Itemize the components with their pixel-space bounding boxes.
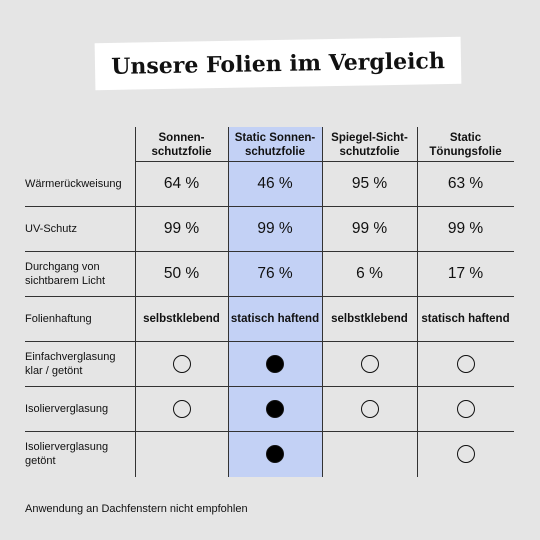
empty-circle-icon bbox=[456, 355, 475, 373]
table-cell: 76 % bbox=[228, 252, 322, 296]
row-label: Folienhaftung bbox=[25, 313, 92, 325]
filled-circle-icon bbox=[266, 400, 284, 418]
table-cell: 46 % bbox=[228, 162, 322, 206]
cell-value: statisch haftend bbox=[230, 313, 320, 325]
row-label: Wärmerückweisung bbox=[25, 178, 122, 190]
empty-cell bbox=[135, 432, 228, 476]
filled-circle-icon bbox=[266, 355, 284, 373]
cell-value: selbstklebend bbox=[331, 313, 408, 325]
table-cell: 99 % bbox=[135, 207, 228, 251]
footnote: Anwendung an Dachfenstern nicht empfohle… bbox=[25, 503, 248, 515]
cell-value: 99 % bbox=[351, 220, 388, 237]
row-divider bbox=[25, 296, 514, 297]
column-header: Static Tönungsfolie bbox=[429, 131, 502, 158]
empty-circle-icon bbox=[360, 400, 379, 418]
table-cell bbox=[322, 342, 417, 386]
cell-value: 99 % bbox=[163, 220, 200, 237]
table-cell: 99 % bbox=[322, 207, 417, 251]
table-cell: selbstklebend bbox=[135, 297, 228, 341]
column-divider bbox=[322, 127, 323, 477]
row-label: Isolierverglasung bbox=[25, 403, 109, 415]
table-cell: 50 % bbox=[135, 252, 228, 296]
cell-value: 95 % bbox=[351, 175, 388, 192]
table-cell bbox=[135, 342, 228, 386]
empty-circle-icon bbox=[456, 445, 475, 463]
table-cell: 63 % bbox=[417, 162, 514, 206]
row-divider bbox=[25, 206, 514, 207]
row-divider bbox=[25, 386, 514, 387]
cell-value: statisch haftend bbox=[421, 313, 510, 325]
row-divider bbox=[25, 431, 514, 432]
empty-circle-icon bbox=[172, 400, 191, 418]
column-divider bbox=[135, 127, 136, 477]
cell-value: 6 % bbox=[356, 265, 383, 282]
table-cell: 99 % bbox=[228, 207, 322, 251]
table-cell: statisch haftend bbox=[417, 297, 514, 341]
cell-value: 63 % bbox=[447, 175, 484, 192]
table-cell bbox=[228, 342, 322, 386]
row-label: Isolierverglasung getönt bbox=[25, 441, 109, 467]
table-cell: 95 % bbox=[322, 162, 417, 206]
highlight-column bbox=[228, 127, 323, 477]
empty-cell bbox=[322, 432, 417, 476]
table-cell bbox=[228, 387, 322, 431]
row-label: Einfachverglasung klar / getönt bbox=[25, 351, 116, 377]
title-banner: Unsere Folien im Vergleich bbox=[94, 36, 462, 91]
table-cell bbox=[135, 387, 228, 431]
cell-value: 46 % bbox=[257, 175, 293, 192]
empty-circle-icon bbox=[456, 400, 475, 418]
column-header: Spiegel-Sicht-schutzfolie bbox=[331, 131, 408, 158]
filled-circle-icon bbox=[266, 445, 284, 463]
row-divider bbox=[25, 251, 514, 252]
table-cell: selbstklebend bbox=[322, 297, 417, 341]
column-divider bbox=[417, 127, 418, 477]
empty-circle-icon bbox=[172, 355, 191, 373]
empty-circle-icon bbox=[360, 355, 379, 373]
page-title: Unsere Folien im Vergleich bbox=[110, 47, 446, 80]
cell-value: 64 % bbox=[163, 175, 200, 192]
table-cell bbox=[417, 432, 514, 476]
row-label: Durchgang von sichtbarem Licht bbox=[25, 261, 106, 287]
cell-value: 76 % bbox=[257, 265, 293, 282]
cell-value: 50 % bbox=[163, 265, 200, 282]
table-cell bbox=[322, 387, 417, 431]
row-label: UV-Schutz bbox=[25, 223, 77, 235]
table-cell bbox=[417, 387, 514, 431]
table-cell: 99 % bbox=[417, 207, 514, 251]
row-divider bbox=[25, 341, 514, 342]
cell-value: 17 % bbox=[447, 265, 484, 282]
table-cell: statisch haftend bbox=[228, 297, 322, 341]
table-cell bbox=[228, 432, 322, 476]
column-divider bbox=[228, 127, 229, 477]
table-cell bbox=[417, 342, 514, 386]
cell-value: 99 % bbox=[257, 220, 293, 237]
table-cell: 64 % bbox=[135, 162, 228, 206]
column-header: Sonnen-schutzfolie bbox=[151, 131, 212, 158]
table-cell: 6 % bbox=[322, 252, 417, 296]
row-divider bbox=[135, 161, 514, 162]
column-header: Static Sonnen-schutzfolie bbox=[234, 131, 316, 158]
table-cell: 17 % bbox=[417, 252, 514, 296]
cell-value: selbstklebend bbox=[143, 313, 220, 325]
cell-value: 99 % bbox=[447, 220, 484, 237]
